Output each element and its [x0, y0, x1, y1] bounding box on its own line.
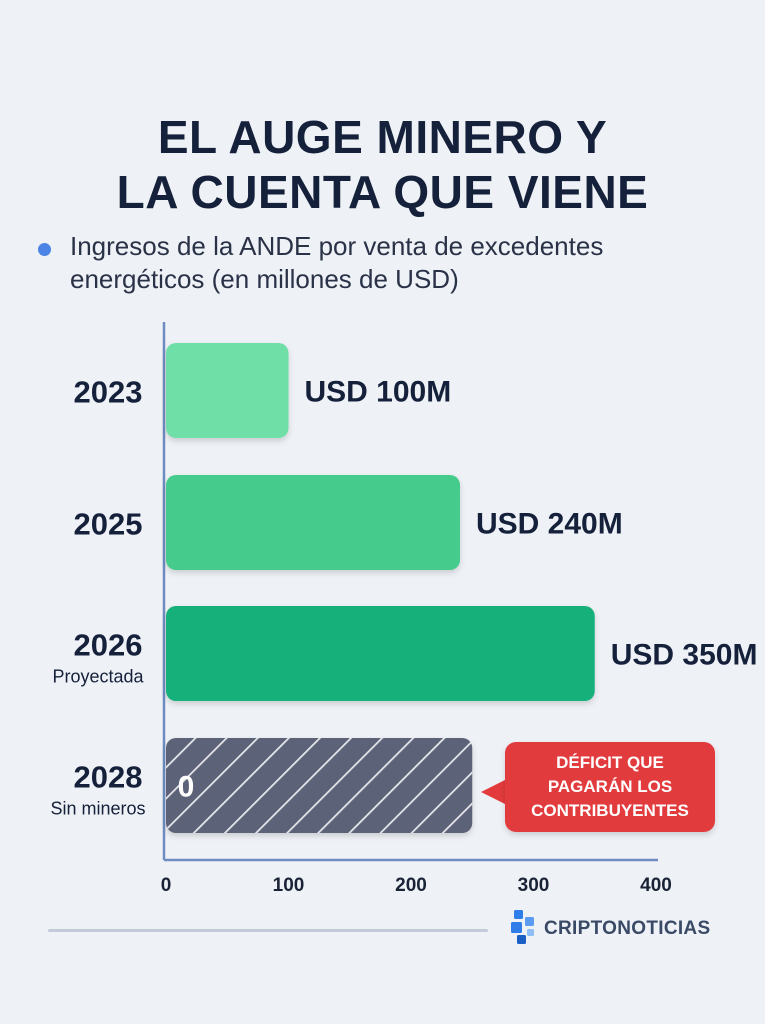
y-category-sublabel: Sin mineros	[50, 799, 145, 819]
deficit-hatch	[166, 738, 473, 833]
x-tick-label: 300	[518, 875, 550, 896]
x-tick-label: 0	[161, 875, 172, 896]
bar-chart: 0 100 200 300 400 2023 USD 100M 2025 USD 240M 202…	[50, 322, 758, 896]
legend-dot-icon	[38, 243, 51, 256]
y-category-label: 2023	[74, 375, 143, 410]
x-tick-label: 200	[395, 875, 427, 896]
y-category-label: 2026	[74, 628, 143, 663]
chart-subtitle-line-2: energéticos (en millones de USD)	[70, 264, 459, 294]
criptonoticias-logo-icon	[511, 910, 534, 944]
deficit-callout	[505, 742, 715, 832]
chart-title: EL AUGE MINERO Y LA CUENTA QUE VIENE	[0, 110, 765, 220]
y-category-label: 2025	[74, 507, 143, 542]
data-label: 0	[178, 771, 195, 804]
data-label: USD 240M	[476, 508, 623, 541]
y-category-sublabel: Proyectada	[52, 667, 144, 687]
chart-title-line-1: EL AUGE MINERO Y	[157, 111, 608, 163]
data-label: USD 350M	[611, 639, 758, 672]
callout-pointer	[481, 780, 505, 804]
chart-subtitle: Ingresos de la ANDE por venta de exceden…	[70, 230, 730, 296]
x-tick-label: 100	[273, 875, 305, 896]
chart-title-line-2: LA CUENTA QUE VIENE	[116, 166, 649, 218]
data-label: USD 100M	[305, 376, 452, 409]
callout-text: DÉFICIT QUE	[556, 753, 664, 772]
callout-text: PAGARÁN LOS	[548, 777, 672, 796]
y-category-label: 2028	[74, 760, 143, 795]
chart-subtitle-line-1: Ingresos de la ANDE por venta de exceden…	[70, 231, 604, 261]
bar	[166, 606, 595, 701]
brand-name: CRIPTONOTICIAS	[544, 918, 711, 939]
bar	[166, 343, 289, 438]
bar	[166, 475, 460, 570]
x-tick-label: 400	[640, 875, 672, 896]
footer-divider	[48, 929, 488, 932]
callout-text: CONTRIBUYENTES	[531, 801, 689, 820]
